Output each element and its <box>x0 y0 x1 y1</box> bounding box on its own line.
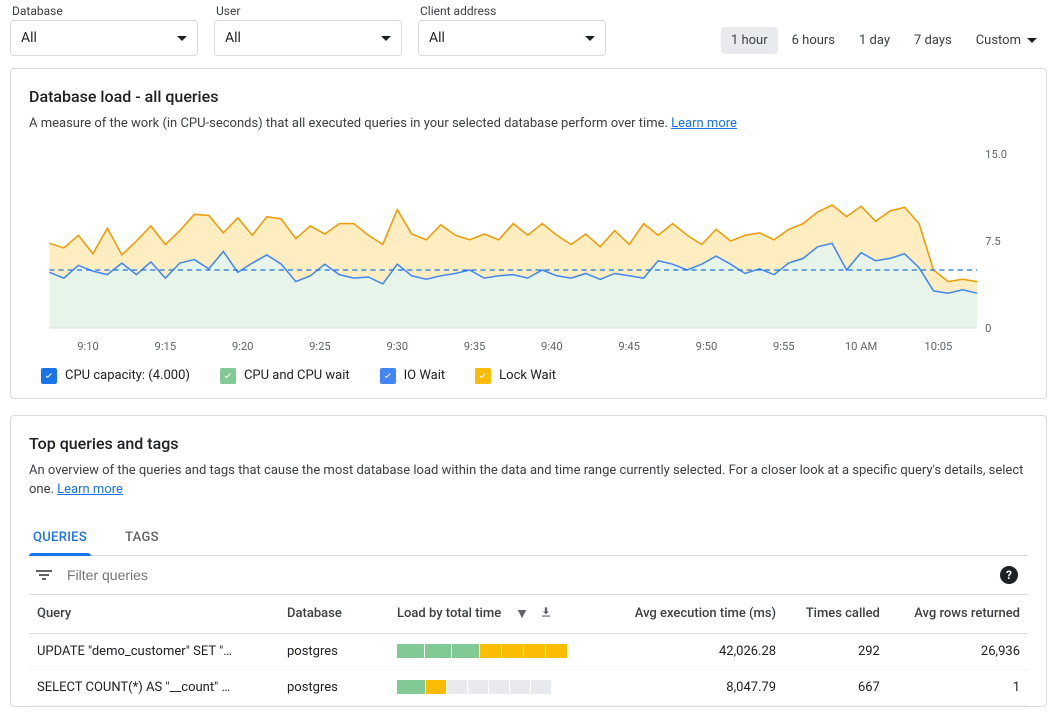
avg-exec-cell: 8,047.79 <box>603 669 784 705</box>
dropdown-arrow-icon <box>381 36 391 41</box>
time-range-6-hours[interactable]: 6 hours <box>782 27 845 54</box>
filter-input[interactable] <box>67 567 986 583</box>
svg-text:9:15: 9:15 <box>155 340 177 353</box>
query-cell: UPDATE "demo_customer" SET "… <box>29 633 279 669</box>
column-header[interactable]: Query <box>29 594 279 633</box>
times-called-cell: 292 <box>784 633 888 669</box>
column-header[interactable]: Avg execution time (ms) <box>603 594 784 633</box>
svg-text:9:25: 9:25 <box>309 340 331 353</box>
learn-more-link[interactable]: Learn more <box>57 482 123 497</box>
sort-arrow-icon: ▼ <box>515 605 529 622</box>
svg-text:15.0: 15.0 <box>985 148 1007 161</box>
column-header[interactable]: Times called <box>784 594 888 633</box>
user-label: User <box>216 4 402 18</box>
avg-rows-cell: 26,936 <box>888 633 1028 669</box>
load-bar-cell <box>389 633 603 669</box>
load-bar-cell <box>389 669 603 705</box>
svg-text:7.5: 7.5 <box>985 235 1001 248</box>
legend-label: Lock Wait <box>499 368 556 383</box>
user-dropdown[interactable]: All <box>214 20 402 56</box>
svg-text:9:35: 9:35 <box>464 340 486 353</box>
column-header[interactable]: Avg rows returned <box>888 594 1028 633</box>
column-header[interactable]: Database <box>279 594 389 633</box>
svg-text:9:40: 9:40 <box>541 340 563 353</box>
time-range-selector: 1 hour6 hours1 day7 daysCustom <box>721 27 1047 54</box>
avg-exec-cell: 42,026.28 <box>603 633 784 669</box>
svg-text:10:05: 10:05 <box>924 340 952 353</box>
legend-label: CPU and CPU wait <box>244 368 350 383</box>
database-selector: Database All <box>10 4 198 56</box>
chart-title: Database load - all queries <box>29 87 1028 106</box>
user-value: All <box>225 30 241 46</box>
time-range-custom[interactable]: Custom <box>966 27 1047 54</box>
client-label: Client address <box>420 4 606 18</box>
database-load-card: Database load - all queries A measure of… <box>10 68 1047 399</box>
database-load-chart: 0 7.5 15.0 9:10 9:15 9:20 9:25 9:30 9:35 9:40 9:45… <box>29 146 1028 356</box>
queries-description: An overview of the queries and tags that… <box>29 461 1028 500</box>
database-dropdown[interactable]: All <box>10 20 198 56</box>
legend-checkbox[interactable] <box>475 368 491 384</box>
svg-text:0: 0 <box>985 322 991 335</box>
queries-table: QueryDatabaseLoad by total time▼Avg exec… <box>29 594 1028 706</box>
column-header[interactable]: Load by total time▼ <box>389 594 603 633</box>
database-value: All <box>21 30 37 46</box>
dropdown-arrow-icon <box>177 36 187 41</box>
legend-item[interactable]: CPU capacity: (4.000) <box>41 368 190 384</box>
legend-checkbox[interactable] <box>220 368 236 384</box>
download-icon[interactable] <box>539 605 553 623</box>
filter-icon[interactable] <box>35 566 53 584</box>
table-row[interactable]: UPDATE "demo_customer" SET "…postgres 42,… <box>29 633 1028 669</box>
time-range-1-day[interactable]: 1 day <box>849 27 900 54</box>
svg-text:10 AM: 10 AM <box>845 340 877 353</box>
tab-tags[interactable]: TAGS <box>121 520 163 555</box>
queries-tabs: QUERIES TAGS <box>29 520 1028 556</box>
avg-rows-cell: 1 <box>888 669 1028 705</box>
dropdown-arrow-icon <box>1027 38 1037 43</box>
tab-queries[interactable]: QUERIES <box>29 520 91 555</box>
table-row[interactable]: SELECT COUNT(*) AS "__count" …postgres 8,… <box>29 669 1028 705</box>
legend-checkbox[interactable] <box>380 368 396 384</box>
client-dropdown[interactable]: All <box>418 20 606 56</box>
legend-label: CPU capacity: (4.000) <box>65 368 190 383</box>
top-filter-row: Database All User All Client address All… <box>10 4 1047 68</box>
database-cell: postgres <box>279 633 389 669</box>
learn-more-link[interactable]: Learn more <box>671 116 737 131</box>
svg-text:9:45: 9:45 <box>618 340 640 353</box>
legend-item[interactable]: IO Wait <box>380 368 446 384</box>
time-range-1-hour[interactable]: 1 hour <box>721 27 778 54</box>
database-cell: postgres <box>279 669 389 705</box>
legend-item[interactable]: Lock Wait <box>475 368 556 384</box>
svg-text:9:10: 9:10 <box>77 340 99 353</box>
chart-description: A measure of the work (in CPU-seconds) t… <box>29 114 1028 134</box>
database-label: Database <box>12 4 198 18</box>
top-queries-card: Top queries and tags An overview of the … <box>10 415 1047 707</box>
chart-legend: CPU capacity: (4.000) CPU and CPU wait IO … <box>29 368 1028 384</box>
filter-row: ? <box>29 556 1028 594</box>
svg-text:9:20: 9:20 <box>232 340 254 353</box>
svg-text:9:55: 9:55 <box>773 340 795 353</box>
time-range-7-days[interactable]: 7 days <box>904 27 962 54</box>
queries-title: Top queries and tags <box>29 434 1028 453</box>
user-selector: User All <box>214 4 402 56</box>
query-cell: SELECT COUNT(*) AS "__count" … <box>29 669 279 705</box>
times-called-cell: 667 <box>784 669 888 705</box>
help-icon[interactable]: ? <box>1000 566 1018 584</box>
client-value: All <box>429 30 445 46</box>
svg-text:9:30: 9:30 <box>386 340 408 353</box>
svg-text:9:50: 9:50 <box>696 340 718 353</box>
legend-label: IO Wait <box>404 368 446 383</box>
dropdown-arrow-icon <box>585 36 595 41</box>
legend-checkbox[interactable] <box>41 368 57 384</box>
legend-item[interactable]: CPU and CPU wait <box>220 368 350 384</box>
client-selector: Client address All <box>418 4 606 56</box>
